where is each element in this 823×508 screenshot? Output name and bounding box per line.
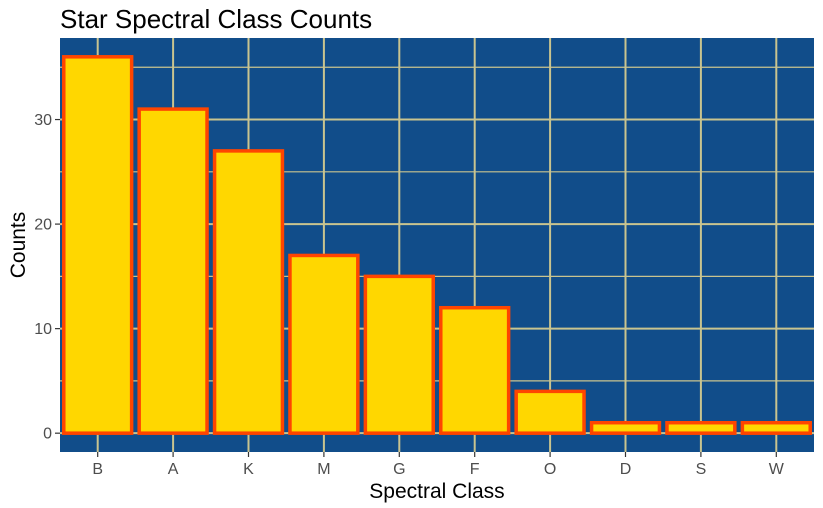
bar-B: [62, 55, 134, 435]
bar-D: [589, 420, 662, 435]
bar-S: [665, 420, 737, 435]
bar-K: [212, 149, 285, 435]
x-axis-title: Spectral Class: [369, 480, 504, 503]
x-tick-label: O: [544, 461, 556, 478]
x-tick-label: B: [92, 461, 103, 478]
y-tick-label: 10: [34, 321, 52, 338]
y-axis: 0 10 20 30: [34, 112, 60, 443]
bar-M: [288, 253, 360, 435]
bar-F: [439, 305, 511, 435]
y-tick-label: 0: [43, 426, 52, 443]
x-tick-label: A: [168, 461, 179, 478]
bar-O: [514, 389, 586, 435]
x-tick-label: M: [317, 461, 330, 478]
bars: [62, 55, 812, 435]
bar-G: [363, 274, 435, 435]
x-tick-label: K: [243, 461, 254, 478]
y-tick-label: 20: [34, 217, 52, 234]
chart-title: Star Spectral Class Counts: [60, 4, 372, 34]
x-tick-label: F: [470, 461, 480, 478]
bar-A: [137, 107, 209, 435]
x-tick-label: S: [696, 461, 707, 478]
x-tick-label: G: [393, 461, 405, 478]
x-tick-label: W: [769, 461, 785, 478]
bar-W: [740, 420, 812, 435]
y-axis-title: Counts: [7, 212, 30, 279]
y-tick-label: 30: [34, 112, 52, 129]
x-tick-label: D: [620, 461, 632, 478]
